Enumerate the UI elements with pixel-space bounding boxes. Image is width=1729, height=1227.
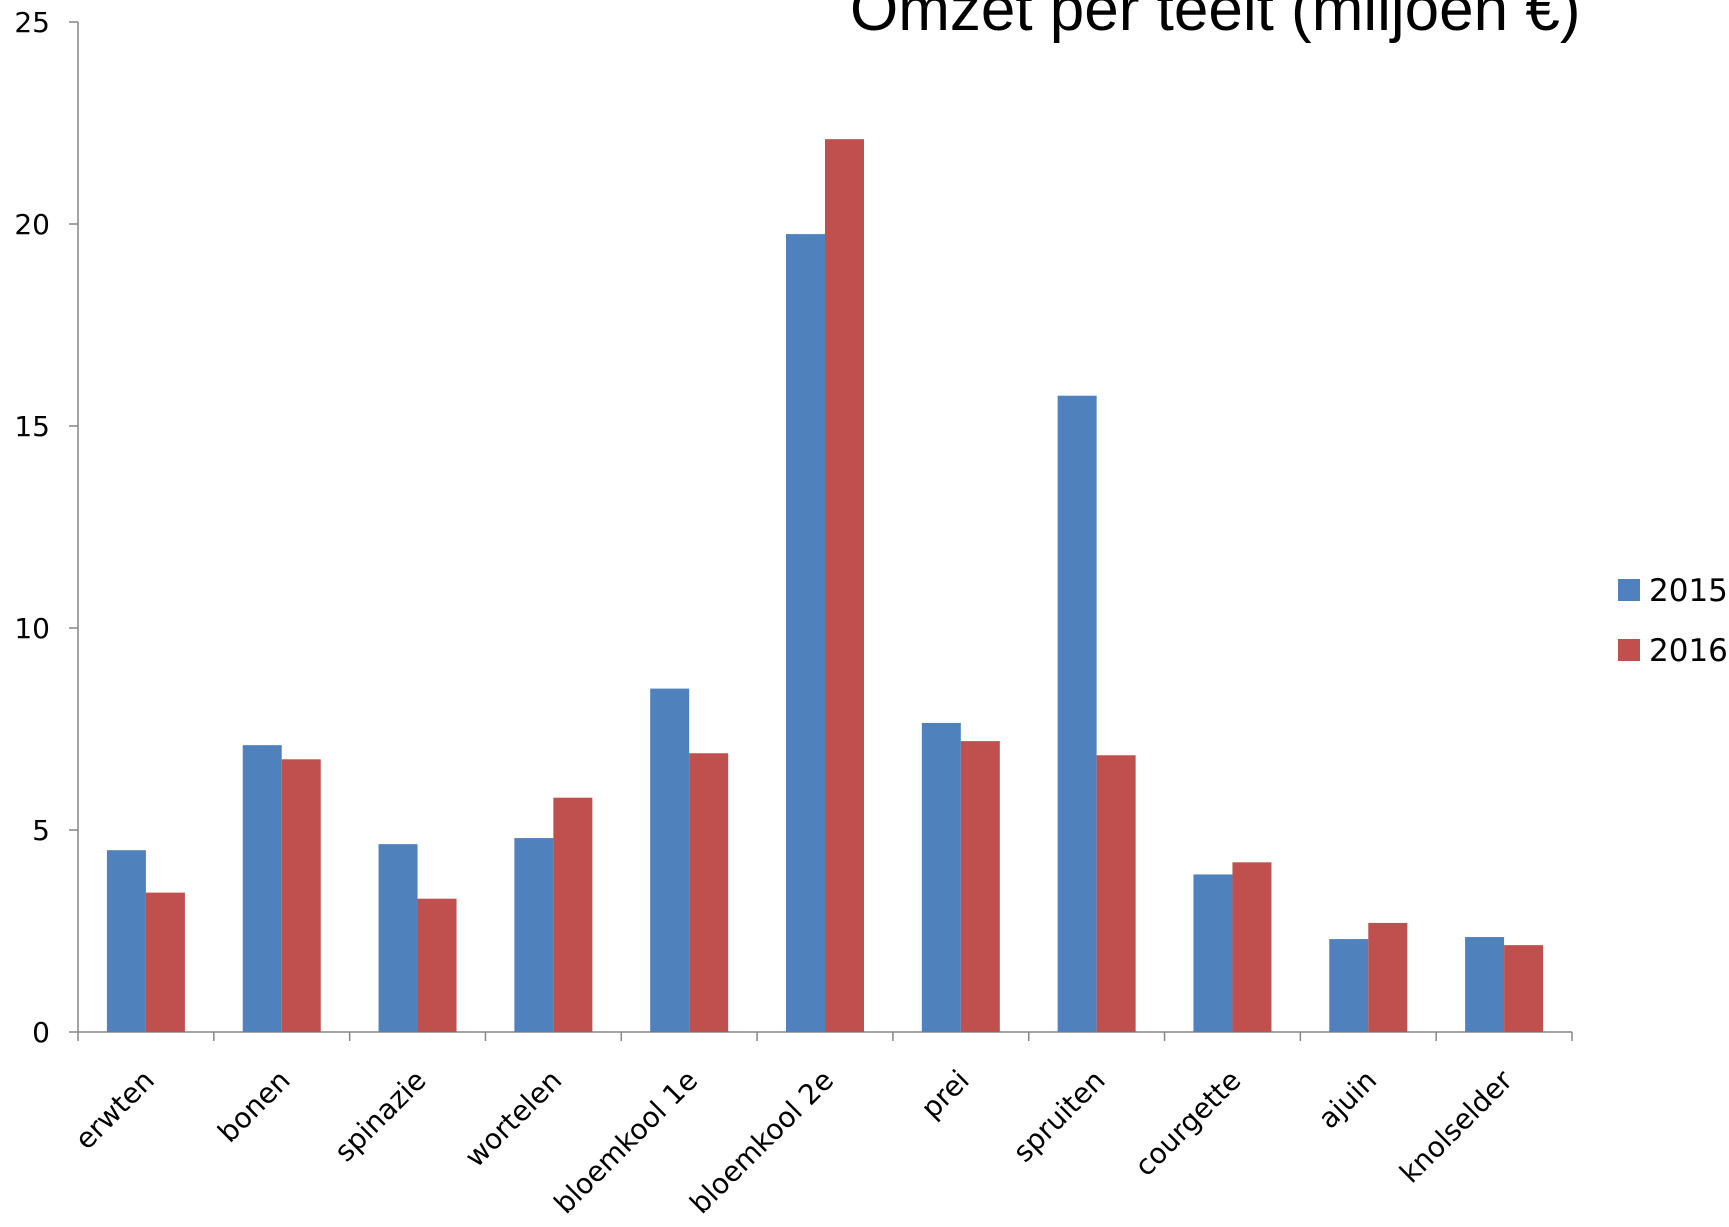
bar-2016-knolselder (1504, 945, 1544, 1032)
bar-2015-prei (921, 722, 961, 1032)
category-label: wortelen (458, 1064, 568, 1174)
bar-2015-erwten (106, 850, 146, 1032)
category-label: prei (914, 1064, 975, 1125)
bar-2016-spruiten (1096, 755, 1136, 1032)
bar-2016-bloemkool-2e (825, 139, 864, 1032)
y-axis: 0 5 10 15 20 25 (14, 6, 79, 1049)
category-label: bonen (211, 1064, 296, 1149)
bar-2016-bonen (281, 759, 321, 1032)
category-label: bloemkool 2e (683, 1064, 840, 1221)
bar-2015-bonen (242, 745, 282, 1032)
bar-2016-prei (960, 741, 1000, 1032)
bar-2015-bloemkool-1e (650, 688, 690, 1032)
y-tick-label: 0 (32, 1016, 50, 1049)
legend-label-2016: 2016 (1649, 633, 1728, 669)
category-label: ajuin (1312, 1064, 1384, 1136)
category-label: spinazie (328, 1064, 432, 1168)
bar-2016-courgette (1232, 862, 1272, 1032)
bar-2016-ajuin (1368, 922, 1408, 1032)
bar-2016-spinazie (417, 898, 457, 1032)
legend-swatch-2015 (1618, 579, 1640, 601)
bar-2015-spruiten (1057, 395, 1097, 1032)
y-tick-label: 20 (14, 208, 50, 241)
y-tick-label: 10 (14, 612, 50, 645)
legend: 2015 2016 (1618, 573, 1728, 669)
chart-title: Omzet per teelt (miljoen €) (850, 0, 1580, 44)
category-label: spruiten (1007, 1064, 1112, 1169)
category-label: erwten (69, 1064, 161, 1156)
bar-2016-erwten (145, 892, 185, 1032)
bar-2015-ajuin (1329, 939, 1369, 1032)
bars (106, 139, 1544, 1033)
legend-swatch-2016 (1618, 639, 1640, 661)
legend-label-2015: 2015 (1649, 573, 1728, 609)
category-label: knolselder (1393, 1063, 1519, 1189)
y-tick-label: 25 (14, 6, 50, 39)
category-label: courgette (1128, 1064, 1247, 1183)
bar-2015-bloemkool-2e (786, 234, 825, 1033)
category-label: bloemkool 1e (548, 1064, 705, 1221)
y-tick-label: 15 (14, 410, 50, 443)
y-tick-label: 5 (32, 814, 50, 847)
bar-2015-courgette (1193, 874, 1233, 1032)
bar-2016-wortelen (553, 797, 593, 1032)
bar-2015-spinazie (378, 844, 418, 1032)
bar-2015-wortelen (514, 838, 554, 1032)
bar-2015-knolselder (1465, 937, 1505, 1032)
bar-2016-bloemkool-1e (689, 753, 729, 1032)
